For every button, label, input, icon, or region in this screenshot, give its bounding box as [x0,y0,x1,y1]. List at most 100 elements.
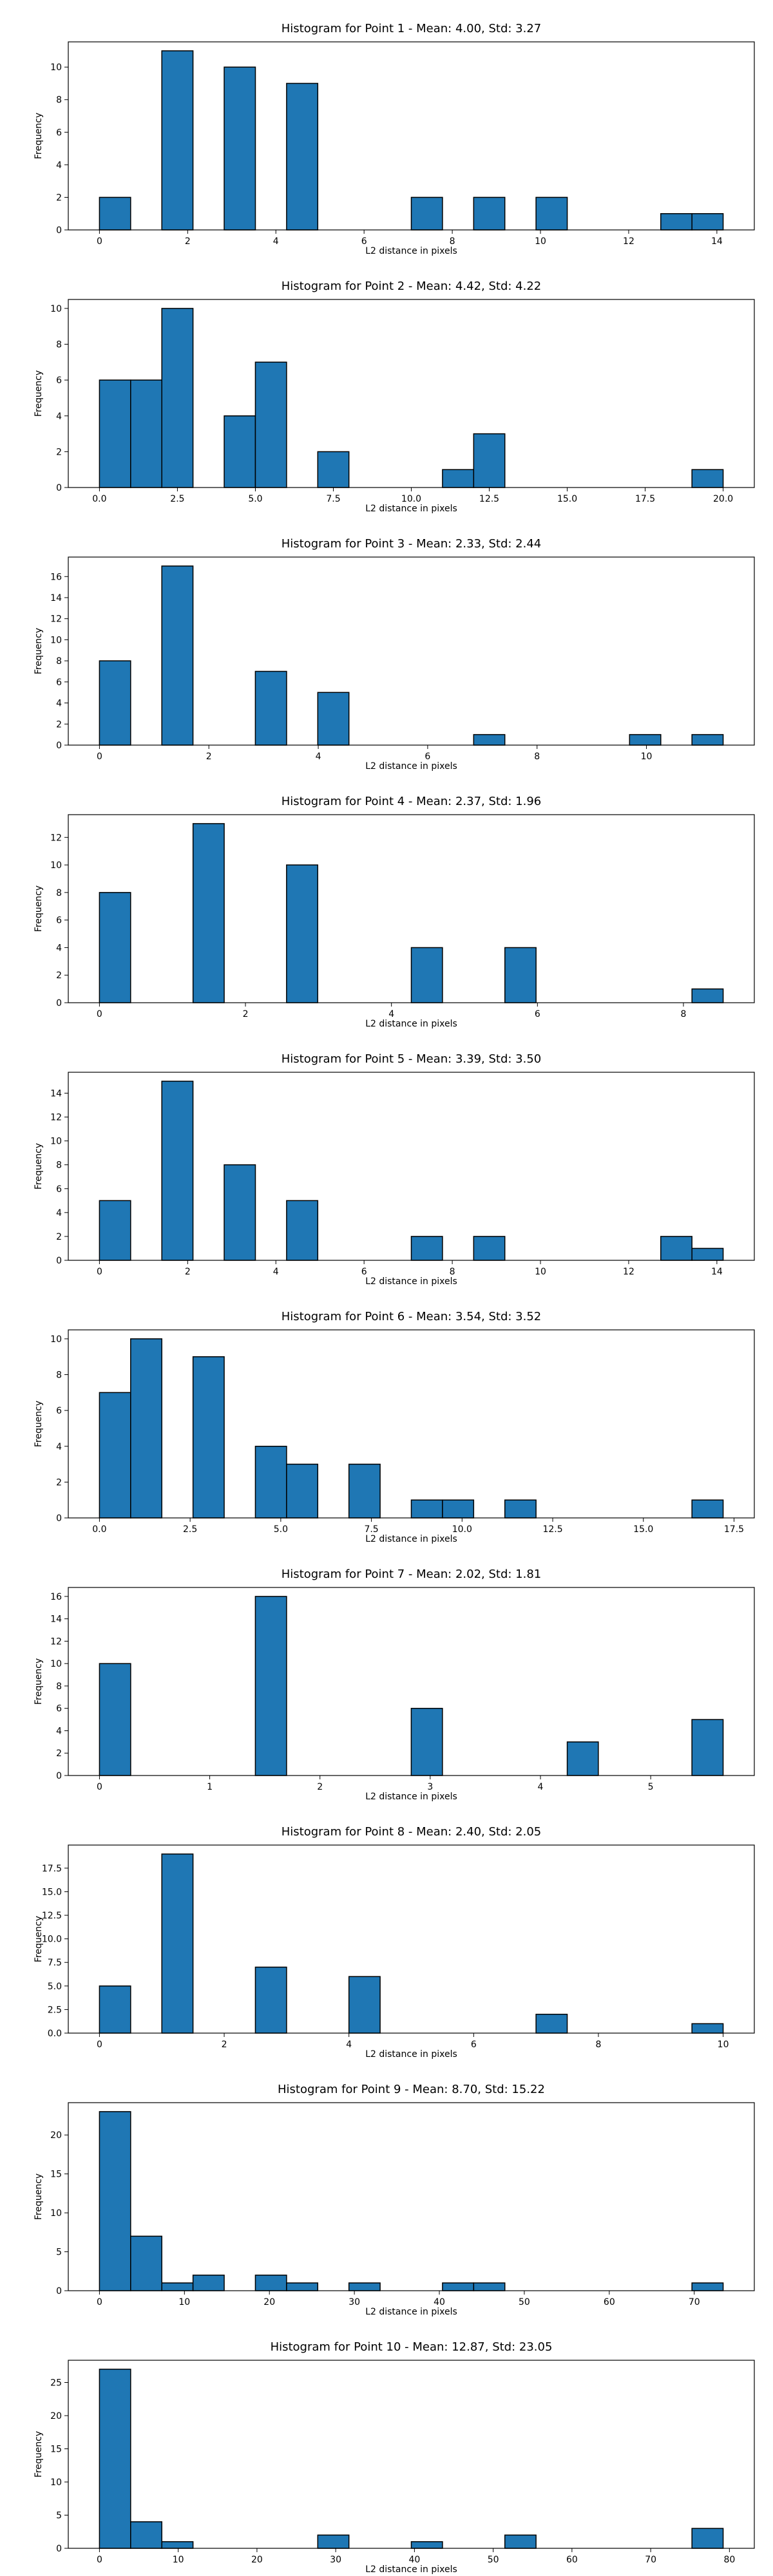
x-tick-label: 6 [471,2040,477,2050]
bar [224,66,256,231]
chart-title: Histogram for Point 2 - Mean: 4.42, Std:… [282,279,542,293]
x-tick-label: 17.5 [635,494,655,504]
y-tick-label: 25 [50,2378,62,2389]
bar [660,213,692,231]
y-tick-label: 2 [56,193,62,203]
y-axis-label: Frequency [33,1658,44,1705]
x-tick-label: 14 [711,1267,723,1277]
bar [192,823,225,1003]
x-tick-label: 4 [273,1267,279,1277]
bar [504,2534,537,2549]
y-tick-label: 0 [56,1771,62,1781]
x-tick-label: 4 [538,1782,544,1792]
bar [161,308,194,488]
x-tick-label: 40 [408,2555,420,2565]
x-tick-label: 15.0 [633,1524,653,1535]
x-tick-label: 0 [97,1267,102,1277]
y-tick-label: 10 [50,635,62,645]
y-tick-label: 15 [50,2170,62,2180]
y-tick-label: 8 [56,340,62,350]
bar [629,734,662,746]
y-tick-label: 14 [50,1088,62,1099]
bar [161,565,194,746]
bar [691,469,724,488]
y-axis-label: Frequency [33,370,44,417]
x-tick-label: 8 [450,236,455,247]
chart-title: Histogram for Point 8 - Mean: 2.40, Std:… [282,1825,542,1839]
x-tick-label: 4 [346,2040,352,2050]
bar [410,1236,443,1261]
bar [442,1499,475,1519]
y-tick-label: 7.5 [48,1958,62,1968]
x-axis-label: L2 distance in pixels [365,504,457,514]
x-tick-label: 20 [251,2555,263,2565]
x-tick-label: 6 [425,752,430,762]
bar [192,1356,225,1519]
x-tick-label: 20 [263,2297,275,2307]
x-tick-label: 10 [535,236,546,247]
bar [442,469,475,488]
x-tick-label: 0 [97,752,102,762]
x-axis-label: L2 distance in pixels [365,1276,457,1287]
y-tick-label: 5.0 [48,1982,62,1992]
y-tick-label: 15 [50,2445,62,2455]
x-tick-label: 0 [97,1009,102,1019]
x-tick-label: 6 [361,236,367,247]
x-tick-label: 0 [97,2040,102,2050]
x-tick-label: 4 [273,236,279,247]
bar [130,2235,162,2291]
x-tick-label: 12 [623,1267,635,1277]
y-axis-label: Frequency [33,1916,44,1962]
bar [504,947,537,1003]
x-tick-label: 8 [534,752,540,762]
y-tick-label: 0 [56,741,62,751]
bar [410,2541,443,2549]
bar [161,1081,194,1261]
x-tick-label: 80 [723,2555,735,2565]
bar [99,196,131,231]
x-axis-label: L2 distance in pixels [365,1019,457,1029]
x-tick-label: 17.5 [724,1524,744,1535]
axes-frame [68,1329,755,1519]
y-tick-label: 10 [50,1334,62,1345]
bar [691,2023,724,2034]
x-tick-label: 5.0 [248,494,262,504]
x-tick-label: 5.0 [274,1524,288,1535]
y-tick-label: 14 [50,1615,62,1625]
y-tick-label: 10 [50,62,62,73]
bar [473,2282,506,2291]
bar [99,1663,131,1776]
y-tick-label: 12 [50,1636,62,1647]
chart-title: Histogram for Point 4 - Mean: 2.37, Std:… [282,795,542,808]
y-tick-label: 0.0 [48,2029,62,2039]
y-tick-label: 2 [56,447,62,457]
y-tick-label: 10 [50,2208,62,2219]
y-tick-label: 8 [56,656,62,667]
y-axis-label: Frequency [33,628,44,674]
y-tick-label: 2 [56,1232,62,1242]
y-tick-label: 0 [56,225,62,236]
y-tick-label: 2 [56,719,62,730]
y-axis-label: Frequency [33,1401,44,1447]
axes-frame [68,1587,755,1776]
bar [130,2521,162,2549]
bar [286,2282,319,2291]
y-tick-label: 4 [56,1442,62,1452]
y-tick-label: 4 [56,699,62,709]
bar [317,451,350,488]
bar [286,1200,319,1261]
chart-title: Histogram for Point 5 - Mean: 3.39, Std:… [282,1052,542,1066]
bar [130,379,162,488]
y-tick-label: 16 [50,572,62,582]
bar [254,361,287,488]
axes-frame [68,556,755,746]
y-tick-label: 14 [50,593,62,603]
bar [691,734,724,746]
y-tick-label: 4 [56,943,62,953]
x-tick-label: 2 [243,1009,249,1019]
bar [99,2111,131,2291]
bar [99,2369,131,2549]
bar [691,1719,724,1776]
y-tick-label: 6 [56,375,62,386]
x-tick-label: 10 [641,752,653,762]
